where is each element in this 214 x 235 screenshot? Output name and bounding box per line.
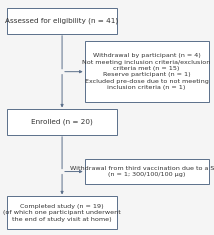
Text: Withdrawal from third vaccination due to a SAE
(n = 1; 300/100/100 µg): Withdrawal from third vaccination due to… bbox=[70, 166, 214, 177]
Text: Withdrawal by participant (n = 4)
Not meeting inclusion criteria/exclusion
crite: Withdrawal by participant (n = 4) Not me… bbox=[82, 53, 211, 90]
Text: Enrolled (n = 20): Enrolled (n = 20) bbox=[31, 119, 93, 125]
FancyBboxPatch shape bbox=[85, 41, 209, 102]
FancyBboxPatch shape bbox=[7, 109, 117, 135]
FancyBboxPatch shape bbox=[7, 196, 117, 229]
Text: Completed study (n = 19)
(of which one participant underwent
the end of study vi: Completed study (n = 19) (of which one p… bbox=[3, 204, 121, 222]
FancyBboxPatch shape bbox=[7, 8, 117, 34]
FancyBboxPatch shape bbox=[85, 159, 209, 184]
Text: Assessed for eligibility (n = 41): Assessed for eligibility (n = 41) bbox=[6, 18, 119, 24]
